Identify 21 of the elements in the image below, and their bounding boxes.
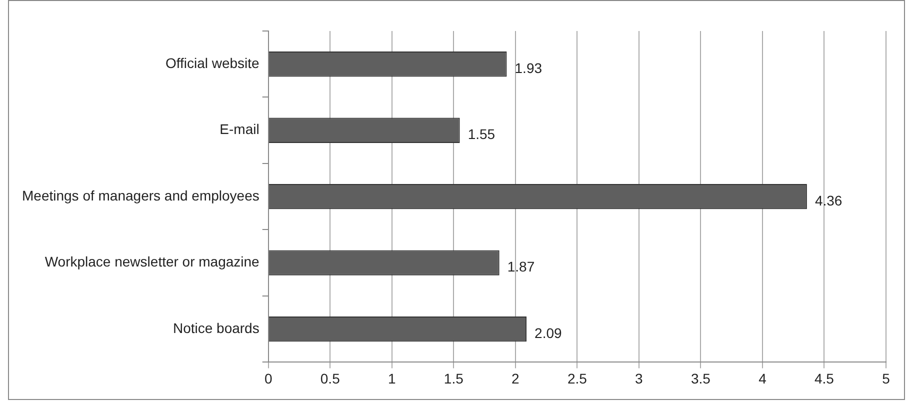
x-tick-label: 5 xyxy=(882,370,890,386)
y-tick-label: Meetings of managers and employees xyxy=(22,187,260,204)
x-tick-label: 4.5 xyxy=(814,370,834,386)
x-tick-label: 2.5 xyxy=(567,370,588,386)
x-tick-label: 3.5 xyxy=(690,370,711,386)
data-label: 1.55 xyxy=(468,126,496,142)
x-tick-label: 0.5 xyxy=(320,370,340,386)
y-tick-label: Official website xyxy=(165,54,260,71)
data-label: 4.36 xyxy=(814,192,842,208)
y-tick-label: Workplace newsletter or magazine xyxy=(44,254,260,270)
x-tick-label: 1 xyxy=(388,370,396,386)
data-label: 2.09 xyxy=(534,324,562,341)
y-tick-label: Notice boards xyxy=(172,320,260,336)
data-label: 1.93 xyxy=(514,60,542,76)
data-label: 1.87 xyxy=(507,258,535,275)
x-tick-label: 2 xyxy=(512,370,520,386)
x-tick-label: 0 xyxy=(264,370,272,386)
x-tick-label: 4 xyxy=(758,370,767,386)
y-tick-label: E-mail xyxy=(220,121,260,138)
x-tick-label: 3 xyxy=(635,370,644,386)
x-tick-label: 1.5 xyxy=(444,370,464,386)
